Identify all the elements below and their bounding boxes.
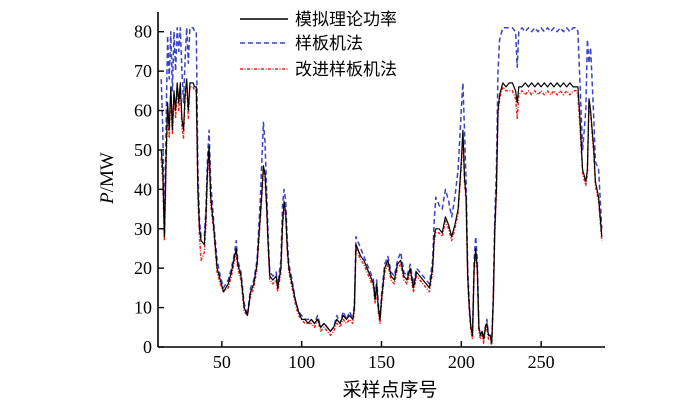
legend-label-2: 改进样板机法 <box>295 60 397 80</box>
y-tick-label: 80 <box>134 22 152 42</box>
y-tick-label: 50 <box>134 140 152 160</box>
y-tick-label: 30 <box>134 219 152 239</box>
y-tick-label: 70 <box>134 61 152 81</box>
x-tick-label: 100 <box>288 352 315 372</box>
y-axis-label-symbol: P <box>97 192 118 205</box>
y-tick-label: 40 <box>134 179 152 199</box>
x-tick-label: 50 <box>213 352 231 372</box>
series-line-0 <box>160 78 603 344</box>
x-tick-label: 150 <box>368 352 395 372</box>
legend-label-1: 样板机法 <box>295 34 363 54</box>
x-tick-label: 250 <box>528 352 555 372</box>
y-tick-label: 0 <box>143 337 152 357</box>
x-tick-label: 200 <box>448 352 475 372</box>
axes: 0 10 20 30 40 50 60 70 80 50 100 150 200 250 <box>134 12 605 372</box>
y-tick-label: 10 <box>134 298 152 318</box>
plot-lines <box>160 27 603 346</box>
y-axis-label-unit: /MW <box>97 152 118 192</box>
legend-label-0: 模拟理论功率 <box>295 10 397 30</box>
x-axis-label: 采样点序号 <box>342 379 437 401</box>
y-tick-label: 60 <box>134 101 152 121</box>
y-tick-label: 20 <box>134 258 152 278</box>
y-axis-label: P/MW <box>97 152 118 205</box>
